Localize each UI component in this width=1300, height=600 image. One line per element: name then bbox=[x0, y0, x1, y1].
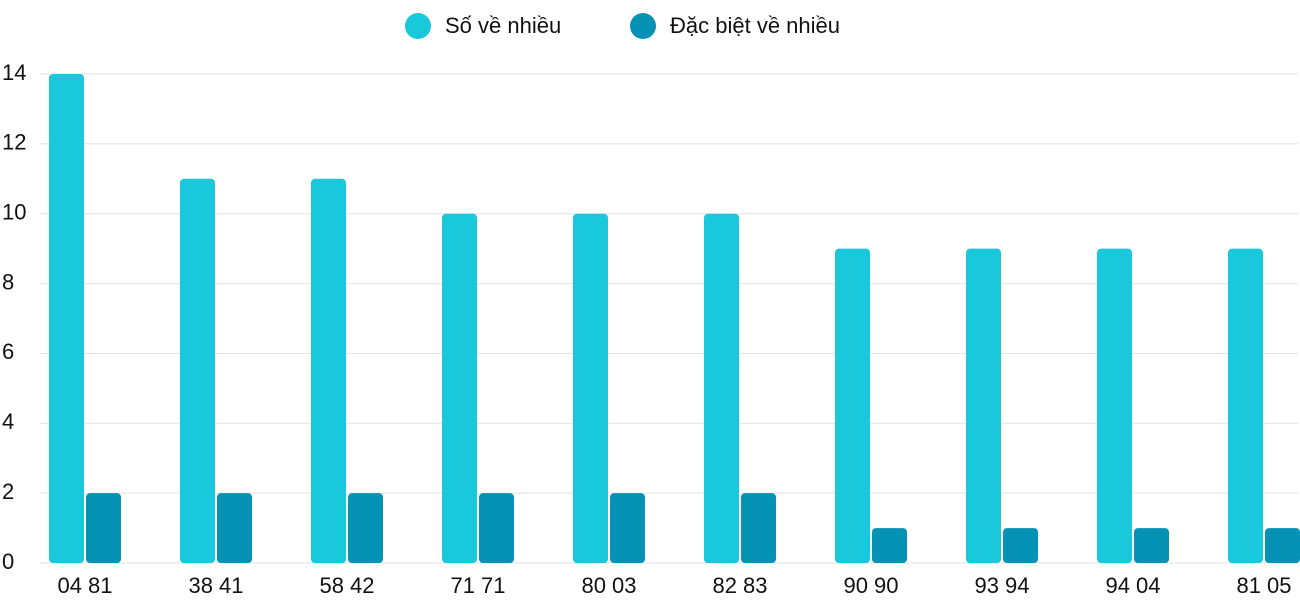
bar bbox=[1003, 528, 1038, 563]
bar bbox=[479, 493, 514, 563]
bar bbox=[1228, 248, 1263, 563]
bar bbox=[86, 493, 121, 563]
bar bbox=[49, 74, 84, 563]
x-tick-label: 94 04 bbox=[1105, 573, 1160, 598]
bar bbox=[573, 213, 608, 563]
legend-label: Đặc biệt về nhiều bbox=[670, 13, 840, 38]
bar bbox=[835, 248, 870, 563]
x-tick-label: 93 94 bbox=[974, 573, 1029, 598]
bar bbox=[610, 493, 645, 563]
bar bbox=[1097, 248, 1132, 563]
x-tick-label: 71 71 bbox=[450, 573, 505, 598]
bar bbox=[741, 493, 776, 563]
y-tick-label: 0 bbox=[2, 549, 14, 574]
x-tick-label: 38 41 bbox=[188, 573, 243, 598]
y-tick-label: 4 bbox=[2, 409, 14, 434]
y-tick-label: 8 bbox=[2, 269, 14, 294]
bar bbox=[217, 493, 252, 563]
x-tick-label: 81 05 bbox=[1236, 573, 1291, 598]
x-tick-label: 90 90 bbox=[843, 573, 898, 598]
x-tick-label: 82 83 bbox=[712, 573, 767, 598]
bar bbox=[180, 178, 215, 564]
x-tick-label: 80 03 bbox=[581, 573, 636, 598]
bar bbox=[348, 493, 383, 563]
y-tick-label: 14 bbox=[2, 60, 26, 85]
legend-marker bbox=[630, 13, 656, 39]
bar bbox=[872, 528, 907, 563]
y-tick-label: 12 bbox=[2, 130, 26, 155]
bar bbox=[704, 213, 739, 563]
y-tick-label: 10 bbox=[2, 200, 26, 225]
y-tick-label: 2 bbox=[2, 479, 14, 504]
bar bbox=[1265, 528, 1300, 563]
legend-label: Số về nhiều bbox=[445, 13, 561, 38]
bar bbox=[311, 178, 346, 564]
bar bbox=[966, 248, 1001, 563]
x-tick-label: 58 42 bbox=[319, 573, 374, 598]
y-tick-label: 6 bbox=[2, 339, 14, 364]
bar bbox=[1134, 528, 1169, 563]
bar bbox=[442, 213, 477, 563]
x-tick-label: 04 81 bbox=[57, 573, 112, 598]
legend-marker bbox=[405, 13, 431, 39]
